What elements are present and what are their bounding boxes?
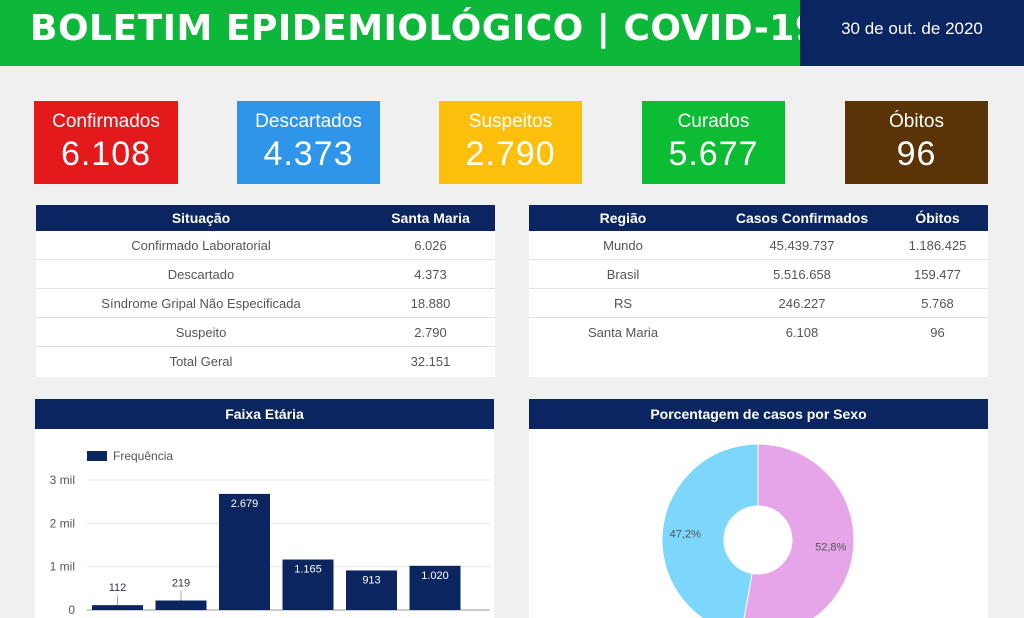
table-cell: Síndrome Gripal Não Especificada (101, 295, 301, 311)
bar[interactable] (346, 570, 397, 610)
bars: 112 219 2.679 1.165 913 1.020 (92, 493, 461, 610)
slice-label: 47,2% (670, 529, 701, 541)
table-row: RS 246.227 5.768 (529, 289, 988, 318)
table-header: Situação Santa Maria (36, 205, 495, 231)
bar-value-label: 219 (172, 578, 190, 590)
table-cell: Brasil (606, 266, 640, 282)
kpi-value: 4.373 (263, 135, 354, 173)
table-cell: 96 (930, 325, 945, 340)
table-cell: Total Geral (169, 354, 233, 369)
donut-slice[interactable] (741, 443, 855, 618)
bar[interactable] (409, 565, 461, 610)
table-cell: Confirmado Laboratorial (131, 237, 271, 253)
table-cell: 5.768 (921, 295, 954, 311)
kpi-value: 96 (896, 135, 937, 173)
table-cell: Mundo (603, 237, 643, 253)
table-cell: 6.026 (414, 237, 447, 253)
kpi-label: Curados (677, 111, 750, 132)
situacao-table: Situação Santa Maria Confirmado Laborato… (36, 205, 495, 377)
bar[interactable] (92, 605, 143, 610)
kpi-obitos: Óbitos 96 (845, 101, 988, 184)
bar[interactable] (282, 559, 334, 610)
table-cell: 45.439.737 (769, 237, 835, 253)
report-date: 30 de out. de 2020 (841, 19, 983, 38)
bar-value-label: 1.020 (421, 570, 449, 582)
page-title: BOLETIM EPIDEMIOLÓGICO | COVID-19 (30, 8, 821, 49)
kpi-confirmados: Confirmados 6.108 (34, 101, 178, 184)
column-header[interactable]: Região (599, 210, 647, 226)
column-header[interactable]: Santa Maria (391, 210, 470, 226)
table-cell: Santa Maria (587, 325, 659, 340)
bar-value-label: 2.679 (231, 498, 259, 510)
table-cell: 5.516.658 (773, 266, 831, 282)
table-cell: 1.186.425 (908, 237, 967, 253)
header-title-bar: BOLETIM EPIDEMIOLÓGICO | COVID-19 (0, 0, 820, 66)
table-row: Mundo 45.439.737 1.186.425 (529, 231, 988, 260)
table-row: Confirmado Laboratorial 6.026 (36, 231, 495, 260)
table-row: Síndrome Gripal Não Especificada 18.880 (36, 289, 495, 318)
table-row: Suspeito 2.790 (36, 318, 495, 347)
regiao-table: Região Casos Confirmados Óbitos Mundo 45… (529, 205, 988, 377)
kpi-value: 6.108 (60, 135, 152, 173)
kpi-curados: Curados 5.677 (642, 101, 785, 184)
table-row: Brasil 5.516.658 159.477 (529, 260, 988, 289)
kpi-descartados: Descartados 4.373 (237, 101, 380, 184)
kpi-label: Óbitos (889, 111, 944, 132)
table-cell: Descartado (167, 266, 235, 282)
kpi-value: 2.790 (465, 135, 556, 173)
panel-title: Porcentagem de casos por Sexo (529, 399, 988, 429)
header: BOLETIM EPIDEMIOLÓGICO | COVID-19 30 de … (0, 0, 1024, 66)
legend-label: Frequência (113, 449, 173, 463)
table-cell: 246.227 (778, 295, 826, 311)
table-cell: 6.108 (785, 325, 819, 340)
sexo-panel: Porcentagem de casos por Sexo 52,8% 47,2% (529, 399, 988, 618)
y-tick-label: 3 mil (50, 473, 75, 487)
table-header: Região Casos Confirmados Óbitos (529, 205, 988, 231)
table-cell: 2.790 (414, 324, 447, 340)
bar-value-label: 913 (362, 574, 380, 586)
bar-value-label: 112 (109, 582, 127, 594)
sexo-donut-chart[interactable]: 52,8% 47,2% (529, 429, 988, 618)
bar[interactable] (219, 493, 270, 610)
column-header[interactable]: Casos Confirmados (735, 210, 869, 226)
y-tick-label: 0 (68, 603, 75, 617)
panel-title: Faixa Etária (35, 399, 494, 429)
slice-label: 52,8% (815, 541, 846, 553)
faixa-etaria-panel: Faixa Etária Frequência 0 1 mil 2 mil 3 mil… (35, 399, 494, 618)
table-cell: RS (613, 295, 633, 311)
table-cell: 32.151 (410, 354, 451, 369)
table-row: Total Geral 32.151 (36, 347, 495, 376)
y-tick-label: 1 mil (50, 560, 75, 574)
kpi-label: Suspeitos (468, 111, 553, 132)
bar-value-label: 1.165 (294, 564, 322, 576)
table-cell: 4.373 (414, 266, 447, 282)
legend-swatch (87, 451, 107, 461)
column-header[interactable]: Situação (171, 210, 231, 226)
date-box: 30 de out. de 2020 (800, 0, 1024, 66)
chart-legend[interactable]: Frequência (87, 449, 173, 463)
donut-slice[interactable] (661, 443, 759, 618)
kpi-value: 5.677 (668, 135, 759, 173)
kpi-label: Confirmados (52, 111, 160, 132)
table-row: Santa Maria 6.108 96 (529, 318, 988, 347)
table-row: Descartado 4.373 (36, 260, 495, 289)
y-tick-label: 2 mil (50, 516, 75, 530)
table-cell: Suspeito (175, 324, 227, 340)
table-cell: 18.880 (410, 295, 451, 311)
kpi-label: Descartados (255, 111, 362, 132)
bar[interactable] (155, 600, 207, 610)
table-cell: 159.477 (914, 266, 961, 282)
column-header[interactable]: Óbitos (915, 210, 960, 226)
kpi-suspeitos: Suspeitos 2.790 (439, 101, 582, 184)
